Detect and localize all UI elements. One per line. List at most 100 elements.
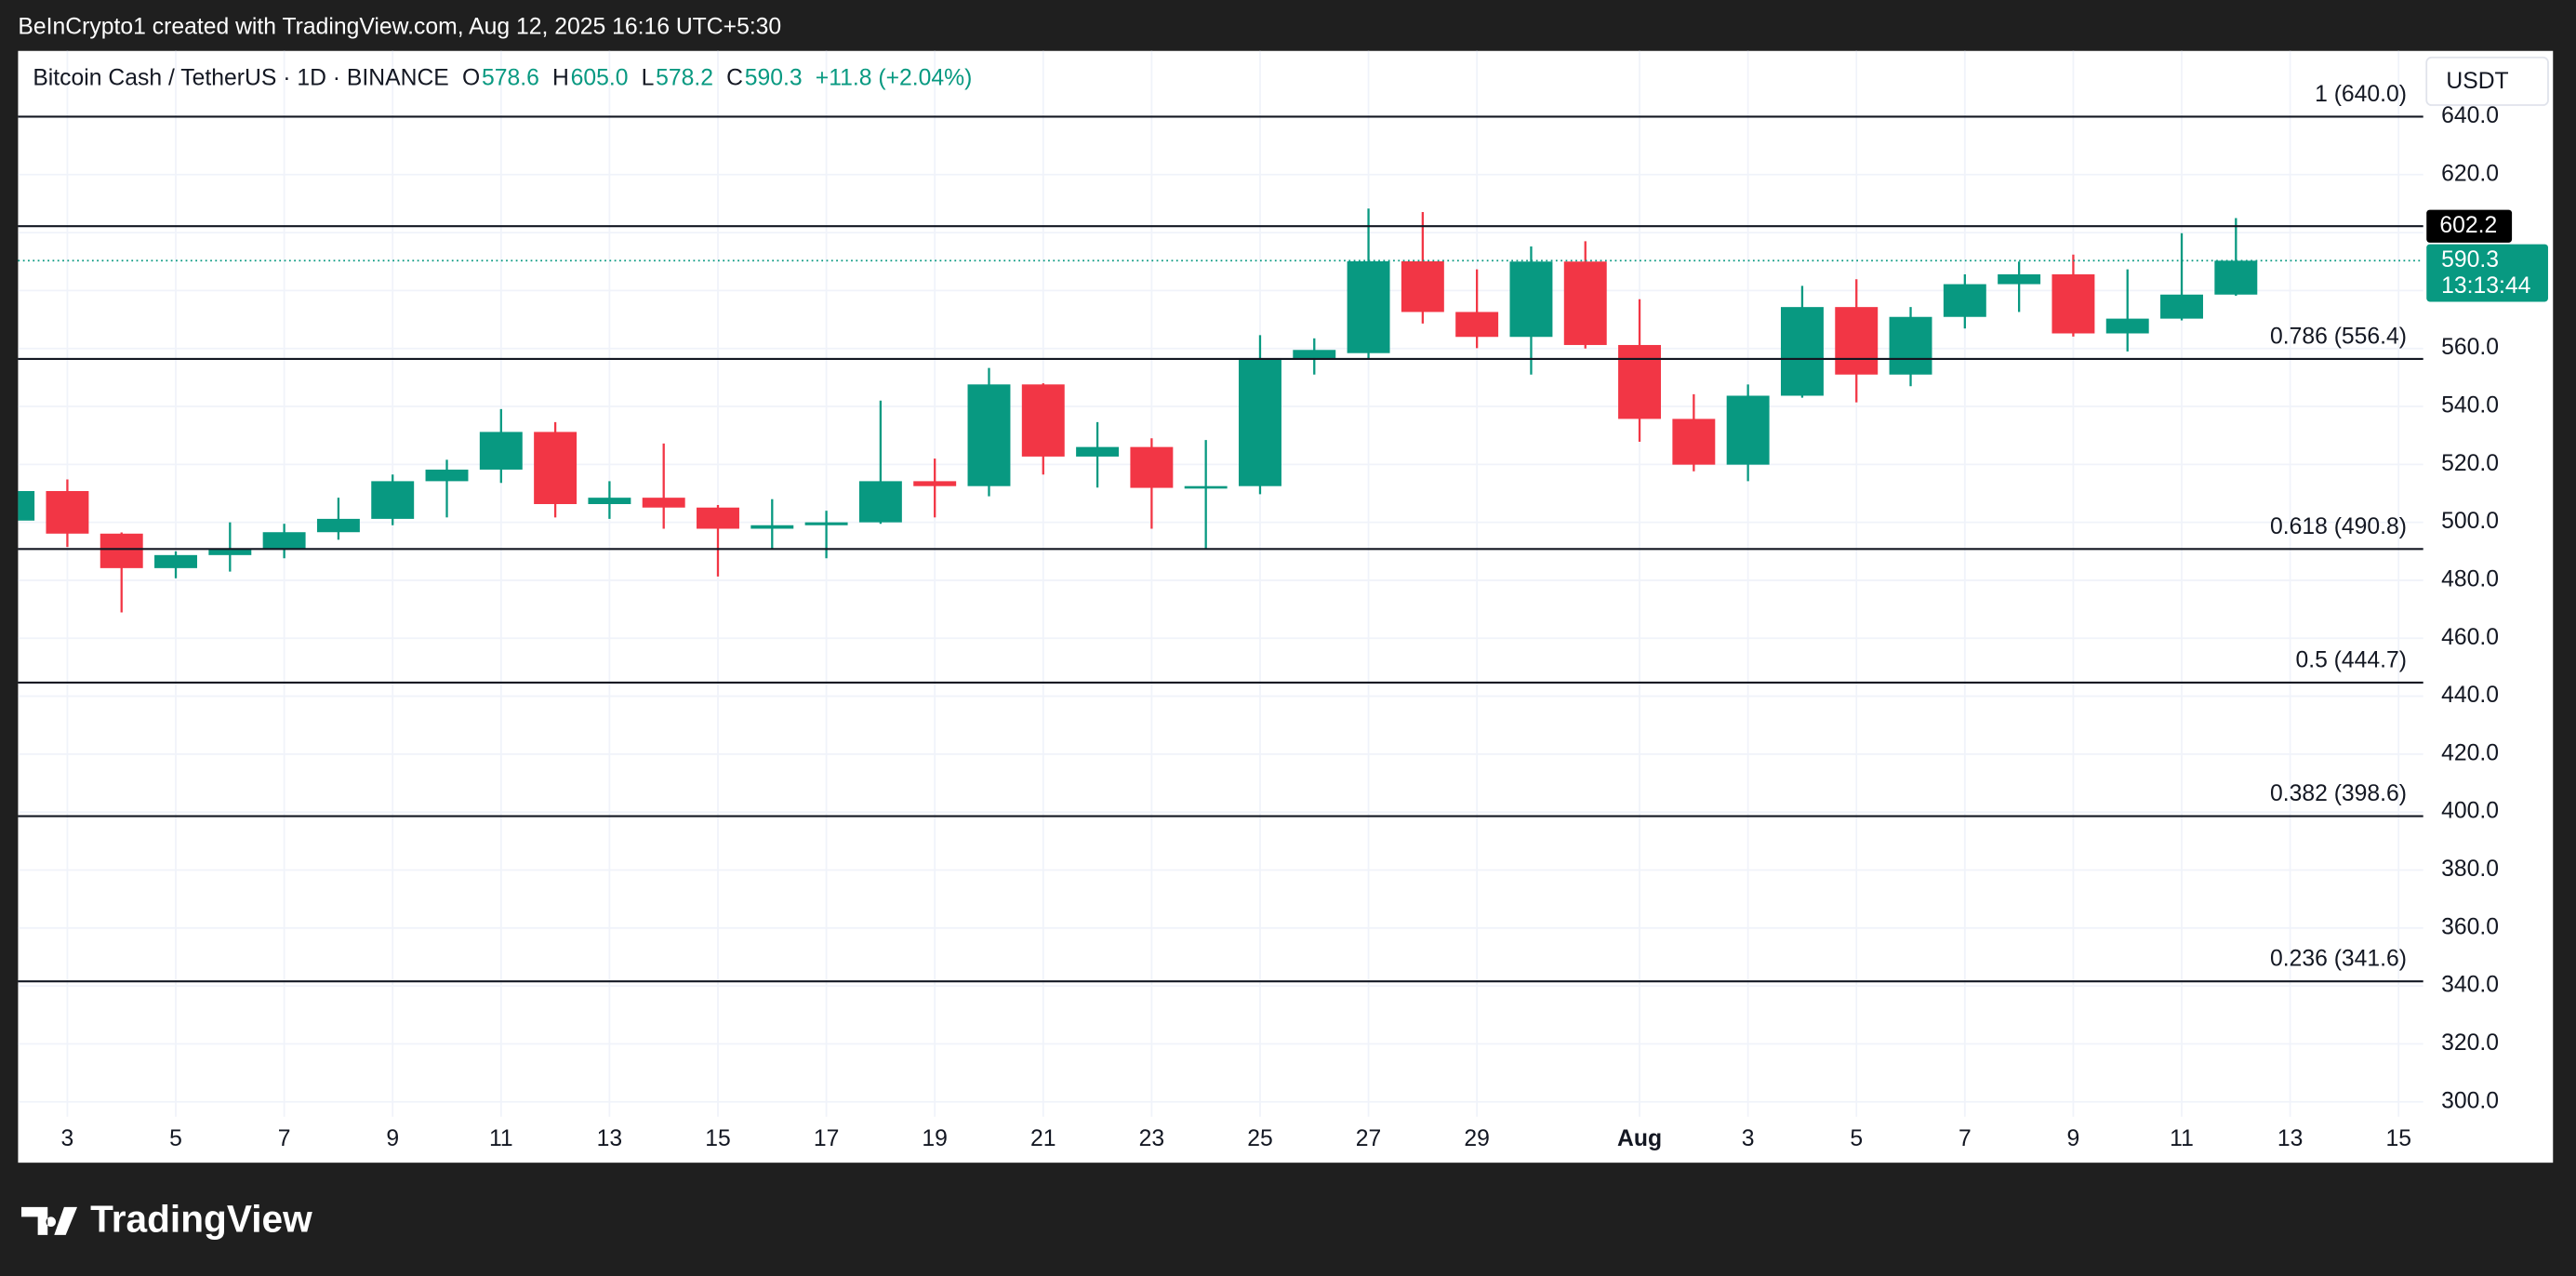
candle-body (46, 490, 89, 534)
x-tick-label: 11 (489, 1126, 513, 1151)
fib-label: 0.618 (490.8) (2270, 514, 2407, 539)
y-tick-label: 300.0 (2441, 1088, 2499, 1113)
legend-key: O (462, 65, 480, 90)
y-tick-label: 540.0 (2441, 393, 2499, 419)
candle-body (1726, 395, 1770, 465)
logo-text: TradingView (90, 1197, 312, 1240)
footer-logo: TradingView (20, 1197, 312, 1240)
x-tick-label: 25 (1247, 1126, 1273, 1151)
fib-label: 0.236 (341.6) (2270, 947, 2407, 972)
y-tick-label: 620.0 (2441, 161, 2499, 186)
candle-body (967, 384, 1011, 486)
x-tick-label: 11 (2170, 1126, 2194, 1151)
currency-label[interactable]: USDT (2446, 69, 2508, 94)
candle-body (1130, 446, 1174, 488)
fib-label: 0.786 (556.4) (2270, 324, 2407, 349)
plot-area (18, 208, 2258, 613)
x-tick-label: 3 (1742, 1126, 1755, 1151)
chart-panel (18, 50, 2554, 1163)
x-tick-label: 7 (1959, 1126, 1972, 1151)
x-tick-label: 19 (922, 1126, 948, 1151)
x-tick-label: 9 (386, 1126, 399, 1151)
y-tick-label: 440.0 (2441, 683, 2499, 708)
candle-body (2214, 260, 2258, 295)
candle-body (425, 469, 469, 482)
candle-body (1076, 446, 1120, 457)
candle-body (1780, 307, 1824, 396)
y-tick-label: 420.0 (2441, 740, 2499, 765)
x-tick-label: 13 (2277, 1126, 2304, 1151)
candle-body (642, 498, 685, 508)
candle-body (858, 481, 902, 523)
legend-value: 578.2 (656, 65, 713, 90)
candle-body (1563, 261, 1607, 345)
candle-body (1509, 261, 1553, 338)
y-tick-label: 460.0 (2441, 625, 2499, 650)
x-tick-label: 29 (1464, 1126, 1490, 1151)
y-tick-label: 340.0 (2441, 973, 2499, 998)
candle-body (2052, 273, 2095, 334)
candle-body (750, 525, 794, 529)
y-tick-label: 360.0 (2441, 914, 2499, 939)
y-tick-label: 520.0 (2441, 451, 2499, 476)
x-tick-label: 9 (2067, 1126, 2080, 1151)
fib-label: 1 (640.0) (2315, 82, 2407, 107)
last-price-tag (2426, 244, 2548, 302)
x-tick-label: 27 (1356, 1126, 1382, 1151)
candle-body (1943, 284, 1986, 317)
candle-body (588, 498, 631, 505)
candle-body (1672, 419, 1716, 465)
x-tick-label: 23 (1139, 1126, 1165, 1151)
candle-body (208, 548, 252, 555)
y-tick-label: 400.0 (2441, 799, 2499, 824)
candle-body (316, 518, 360, 533)
x-tick-label: 5 (1850, 1126, 1863, 1151)
candle-body (2160, 294, 2203, 319)
candle-body (1401, 260, 1444, 312)
logo-icon (20, 1206, 78, 1235)
candle-body (1239, 357, 1281, 486)
last-price-label: 590.3 (2441, 247, 2499, 272)
candle-body (1618, 344, 1662, 419)
candle-body (2105, 318, 2149, 334)
x-tick-label: Aug (1617, 1126, 1662, 1151)
y-tick-label: 320.0 (2441, 1030, 2499, 1056)
candle-body (1835, 307, 1879, 375)
x-tick-label: 15 (2385, 1126, 2411, 1151)
top-bar-text: BeInCrypto1 created with TradingView.com… (18, 15, 781, 40)
chart-title: Bitcoin Cash / TetherUS · 1D · BINANCE (33, 65, 448, 90)
fib-label: 0.5 (444.7) (2295, 648, 2407, 673)
price-line-tag (2426, 209, 2513, 243)
candle-body (154, 554, 197, 568)
candle-body (479, 432, 523, 470)
x-tick-label: 17 (814, 1126, 840, 1151)
countdown-label: 13:13:44 (2441, 273, 2530, 299)
candle-body (371, 481, 415, 519)
candle-body (1021, 384, 1065, 457)
candle-body (18, 490, 35, 521)
legend-key: L (642, 65, 655, 90)
candle-body (1455, 312, 1499, 338)
candle-body (913, 481, 957, 486)
y-tick-label: 500.0 (2441, 509, 2499, 534)
legend-key: H (552, 65, 569, 90)
candle-body (534, 432, 578, 505)
legend-change: +11.8 (+2.04%) (816, 65, 973, 90)
fib-label: 0.382 (398.6) (2270, 781, 2407, 806)
candle-body (1184, 485, 1228, 489)
x-tick-label: 15 (705, 1126, 731, 1151)
y-tick-label: 640.0 (2441, 103, 2499, 128)
y-tick-label: 380.0 (2441, 857, 2499, 882)
grid (18, 50, 2423, 1117)
candle-body (100, 533, 143, 568)
legend-value: 605.0 (571, 65, 629, 90)
legend-value: 578.6 (482, 65, 539, 90)
legend-key: C (726, 65, 743, 90)
x-tick-label: 13 (597, 1126, 623, 1151)
candle-body (1347, 260, 1390, 353)
currency-button[interactable] (2425, 56, 2549, 106)
candle-body (697, 507, 739, 529)
candle-body (1293, 350, 1336, 358)
